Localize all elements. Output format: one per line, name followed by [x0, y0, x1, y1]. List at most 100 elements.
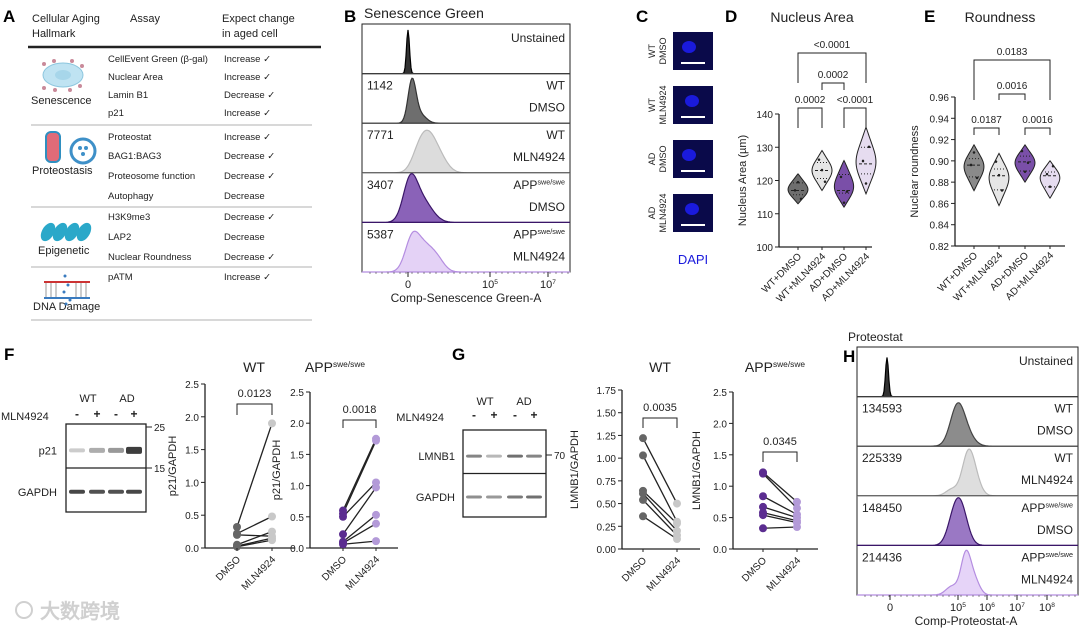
y-tick-label: 2.5	[713, 388, 727, 399]
comparison-p-value: 0.0016	[997, 81, 1028, 92]
data-point-dmso	[233, 542, 241, 551]
y-tick-label: 1.5	[185, 446, 199, 457]
y-tick-label: 0.0	[185, 544, 199, 555]
pair-line	[342, 440, 377, 514]
axis-tick-label: 107	[540, 279, 556, 291]
data-point-dmso	[759, 524, 767, 533]
assay-name: CellEvent Green (β-gal)	[108, 54, 208, 65]
y-tick-label: 0.94	[930, 114, 950, 125]
axis-tick-label-sup: 7	[552, 279, 556, 286]
violin-wt-dmso	[787, 173, 809, 205]
pair-line	[342, 514, 377, 543]
axis-tick-label: 105	[950, 602, 966, 614]
y-tick-label: 2.0	[713, 419, 727, 430]
dapi-image	[673, 32, 713, 70]
panel-label-b: B	[344, 7, 356, 26]
panel-label-g: G	[452, 345, 465, 364]
assay-name: Proteosome function	[108, 171, 195, 182]
panel-label-a: A	[3, 7, 15, 26]
data-point-mln4924	[372, 436, 380, 445]
protein-band	[466, 454, 482, 458]
sample-genotype: APPswe/swe	[513, 227, 565, 241]
y-tick-label: 0.0	[713, 545, 727, 556]
comparison-bracket	[998, 93, 1026, 100]
blot-group-label: WT	[476, 396, 493, 408]
data-point	[1023, 170, 1027, 173]
assay-name: Nuclear Area	[108, 72, 164, 83]
sample-genotype: WT	[546, 79, 565, 93]
nucleus	[685, 203, 699, 215]
y-tick-label: 1.50	[597, 409, 617, 420]
violin-ad-dmso	[833, 159, 855, 209]
y-tick-label: 1.0	[185, 478, 199, 489]
x-axis-label: Comp-Proteostat-A	[915, 614, 1018, 628]
pair-line	[762, 506, 798, 519]
y-tick-label: 0.00	[597, 545, 617, 556]
pair-line	[236, 539, 273, 548]
mfi-value: 7771	[367, 128, 394, 142]
data-point	[1048, 185, 1052, 188]
y-axis: 0.00 0.25 0.50 0.75 1.00 1.25 1.50 1.75 LMNB1/GA…	[569, 386, 700, 556]
assay-name: pATM	[108, 272, 133, 283]
chart-title-sup: swe/swe	[773, 359, 805, 369]
axis-tick-label: 0	[405, 279, 411, 291]
y-tick-label: 0.50	[597, 500, 617, 511]
molecular-weight-marker: 15	[154, 464, 166, 475]
protein-aggregate-icon	[45, 131, 97, 165]
image-treatment: MLN4924	[658, 193, 668, 232]
expected-change: Decrease ✓	[224, 212, 275, 223]
lane-sign: +	[93, 407, 100, 421]
data-point-mln4924	[268, 419, 276, 428]
data-point-dmso	[759, 469, 767, 478]
y-tick-label: 0.82	[930, 242, 950, 253]
assay-name: Nuclear Roundness	[108, 252, 192, 263]
y-tick-label: 0.25	[597, 522, 617, 533]
comparison-bracket	[797, 52, 867, 83]
data-point	[867, 145, 871, 148]
protein-band	[126, 446, 142, 454]
data-point	[1051, 164, 1055, 168]
sample-genotype: WT	[1054, 402, 1073, 416]
dapi-image	[673, 194, 713, 232]
data-point-dmso	[233, 530, 241, 539]
panel-label-d: D	[725, 7, 737, 26]
sample-treatment: MLN4924	[1021, 473, 1073, 487]
axis-tick-label-sup: 6	[991, 602, 995, 609]
watermark: 大数跨境	[40, 599, 120, 623]
y-tick-label: 110	[757, 210, 773, 221]
data-point	[975, 176, 979, 180]
protein-band	[526, 454, 542, 458]
comparison-p-value: 0.0345	[763, 436, 797, 448]
sample-genotype-sup: swe/swe	[537, 178, 565, 187]
data-point-mln4924	[793, 497, 801, 506]
pair-line	[236, 423, 273, 528]
y-axis-label: LMNB1/GAPDH	[569, 430, 581, 509]
data-point	[997, 174, 1001, 177]
panel-label-e: E	[924, 7, 935, 26]
comparison-p-value: 0.0002	[795, 95, 826, 106]
data-point	[845, 190, 849, 193]
mfi-value: 214436	[862, 550, 902, 564]
pair-line	[342, 523, 377, 544]
x-tick-label: MLN4924	[765, 555, 804, 594]
expected-change: Decrease	[224, 232, 265, 243]
protein-band	[526, 495, 542, 499]
band-label: GAPDH	[18, 487, 57, 499]
sample-genotype: APPswe/swe	[513, 178, 565, 192]
pair-line	[642, 499, 678, 536]
dapi-image	[673, 140, 713, 178]
y-axis-label: p21/GAPDH	[271, 440, 283, 501]
senescent-cell-icon	[42, 59, 84, 92]
pair-line	[762, 526, 798, 529]
data-point-dmso	[759, 502, 767, 511]
data-point	[823, 180, 827, 183]
blot-treatment-label: MLN4924	[396, 412, 444, 424]
image-genotype: WT	[647, 98, 657, 112]
x-tick-label: DMSO	[320, 554, 349, 583]
x-tick-label: MLN4924	[240, 554, 279, 593]
pair-line	[642, 437, 678, 504]
lane-sign: -	[472, 408, 476, 422]
expected-change: Increase ✓	[224, 54, 271, 65]
